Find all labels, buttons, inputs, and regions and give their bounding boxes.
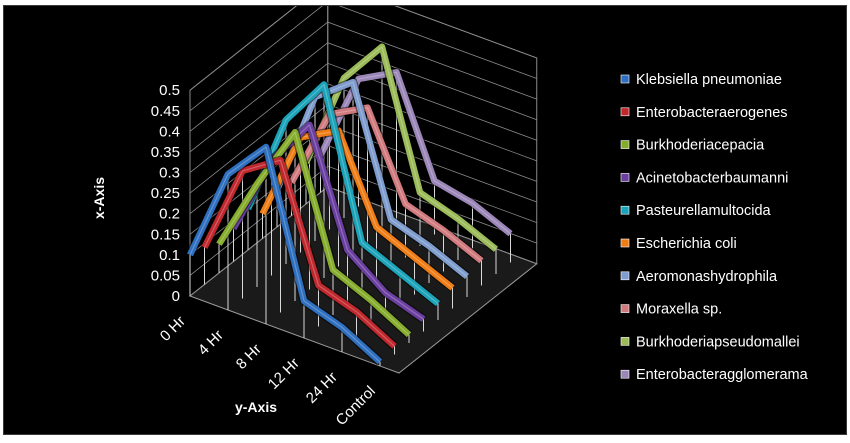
- legend-item: Klebsiella pneumoniae: [620, 72, 782, 88]
- y-tick-label: 0.1: [159, 247, 180, 264]
- legend-swatch: [620, 337, 630, 346]
- legend-item: Aeromonashydrophila: [620, 269, 778, 285]
- series-5: [243, 80, 441, 308]
- legend-label: Burkhoderiacepacia: [636, 138, 765, 154]
- legend-item: Escherichia coli: [620, 236, 737, 252]
- y-tick-label: 0.35: [151, 144, 180, 161]
- series-1: [185, 142, 384, 366]
- series-line: [273, 78, 470, 279]
- series-6: [258, 126, 456, 292]
- legend-item: Pasteurellamultocida: [620, 203, 772, 219]
- x-tick-label: Control: [333, 383, 379, 429]
- legend-item: Burkhoderiacepacia: [620, 138, 765, 154]
- legend-item: Enterobacteragglomerama: [620, 367, 809, 383]
- series-line: [201, 156, 397, 349]
- legend-swatch: [620, 107, 630, 117]
- chart-svg: 0 0.05 0.1 0.15 0.2 0.25 0.3 0.35 0.4 0.45 0.5 0 H…: [91, 6, 809, 429]
- gridline: [189, 21, 537, 132]
- gridline: [189, 165, 537, 276]
- x-tick-label: 24 Hr: [303, 369, 341, 407]
- legend-label: Aeromonashydrophila: [636, 269, 778, 285]
- series-line-highlight: [203, 159, 395, 347]
- legend-swatch: [620, 173, 630, 182]
- y-tick-label: 0.3: [159, 165, 180, 182]
- series-line: [216, 128, 412, 338]
- legend-label: Enterobacteraerogenes: [636, 105, 788, 121]
- x-axis-title: y-Axis: [235, 399, 277, 415]
- series-2: [200, 155, 398, 350]
- legend-swatch: [620, 205, 630, 215]
- series-8: [287, 103, 485, 265]
- legend-label: Pasteurellamultocida: [636, 203, 772, 219]
- series-line-highlight: [290, 107, 482, 262]
- legend-swatch: [620, 369, 630, 379]
- series-line-highlight: [261, 130, 453, 289]
- series-layer: [185, 42, 514, 366]
- legend-item: Moraxella sp.: [620, 302, 722, 318]
- legend: Klebsiella pneumoniae Enterobacteraerogen…: [620, 72, 809, 383]
- series-line: [187, 143, 383, 365]
- legend-swatch: [620, 304, 630, 313]
- series-line: [245, 81, 441, 307]
- legend-item: Burkhoderiapseudomallei: [620, 334, 800, 350]
- series-7: [272, 77, 470, 280]
- series-3: [215, 127, 413, 339]
- value-axis-ticks: 0 0.05 0.1 0.15 0.2 0.25 0.3 0.35 0.4 0.45 0.5: [151, 82, 180, 305]
- x-tick-label: 12 Hr: [265, 355, 303, 393]
- series-line-highlight: [218, 131, 410, 336]
- x-tick-label: 0 Hr: [157, 313, 189, 345]
- legend-item: Enterobacteraerogenes: [620, 105, 788, 121]
- legend-swatch: [620, 74, 630, 84]
- legend-swatch: [620, 238, 630, 248]
- legend-label: Acinetobacterbaumanni: [636, 170, 788, 186]
- y-tick-label: 0.2: [159, 206, 180, 223]
- series-line-highlight: [276, 81, 468, 277]
- x-tick-label: 4 Hr: [195, 327, 227, 359]
- legend-swatch: [620, 271, 630, 281]
- y-tick-label: 0.4: [159, 123, 180, 140]
- legend-label: Moraxella sp.: [636, 302, 722, 318]
- gridline: [189, 42, 537, 153]
- legend-label: Enterobacteragglomerama: [636, 367, 809, 383]
- series-line: [288, 104, 484, 264]
- legend-label: Escherichia coli: [636, 236, 737, 252]
- y-tick-label: 0.45: [151, 103, 180, 120]
- legend-item: Acinetobacterbaumanni: [620, 170, 788, 186]
- gridlines: [189, 6, 537, 297]
- legend-label: Klebsiella pneumoniae: [636, 72, 782, 88]
- gridline: [189, 6, 537, 91]
- gridline: [189, 62, 537, 173]
- y-axis-title: x-Axis: [91, 177, 107, 219]
- y-tick-label: 0.05: [151, 267, 180, 284]
- series-line-highlight: [189, 146, 381, 363]
- gridline: [189, 6, 537, 112]
- y-tick-label: 0.5: [159, 82, 180, 99]
- y-tick-label: 0.25: [151, 185, 180, 202]
- y-tick-label: 0: [172, 288, 180, 305]
- series-line: [259, 127, 455, 291]
- chart-frame: 0 0.05 0.1 0.15 0.2 0.25 0.3 0.35 0.4 0.45 0.5 0 H…: [3, 5, 847, 435]
- y-tick-label: 0.15: [151, 226, 180, 243]
- x-tick-label: 8 Hr: [233, 341, 265, 373]
- legend-swatch: [620, 140, 630, 149]
- legend-label: Burkhoderiapseudomallei: [636, 334, 800, 350]
- series-line-highlight: [247, 83, 439, 305]
